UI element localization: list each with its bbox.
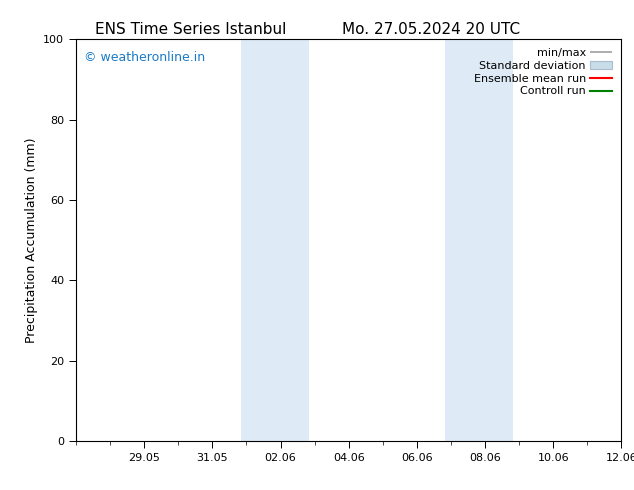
Text: Mo. 27.05.2024 20 UTC: Mo. 27.05.2024 20 UTC	[342, 22, 520, 37]
Text: © weatheronline.in: © weatheronline.in	[84, 51, 205, 64]
Bar	[445, 39, 514, 441]
Text: ENS Time Series Istanbul: ENS Time Series Istanbul	[94, 22, 286, 37]
Bar	[241, 39, 309, 441]
Legend: min/max, Standard deviation, Ensemble mean run, Controll run: min/max, Standard deviation, Ensemble me…	[470, 45, 616, 100]
Y-axis label: Precipitation Accumulation (mm): Precipitation Accumulation (mm)	[25, 137, 37, 343]
